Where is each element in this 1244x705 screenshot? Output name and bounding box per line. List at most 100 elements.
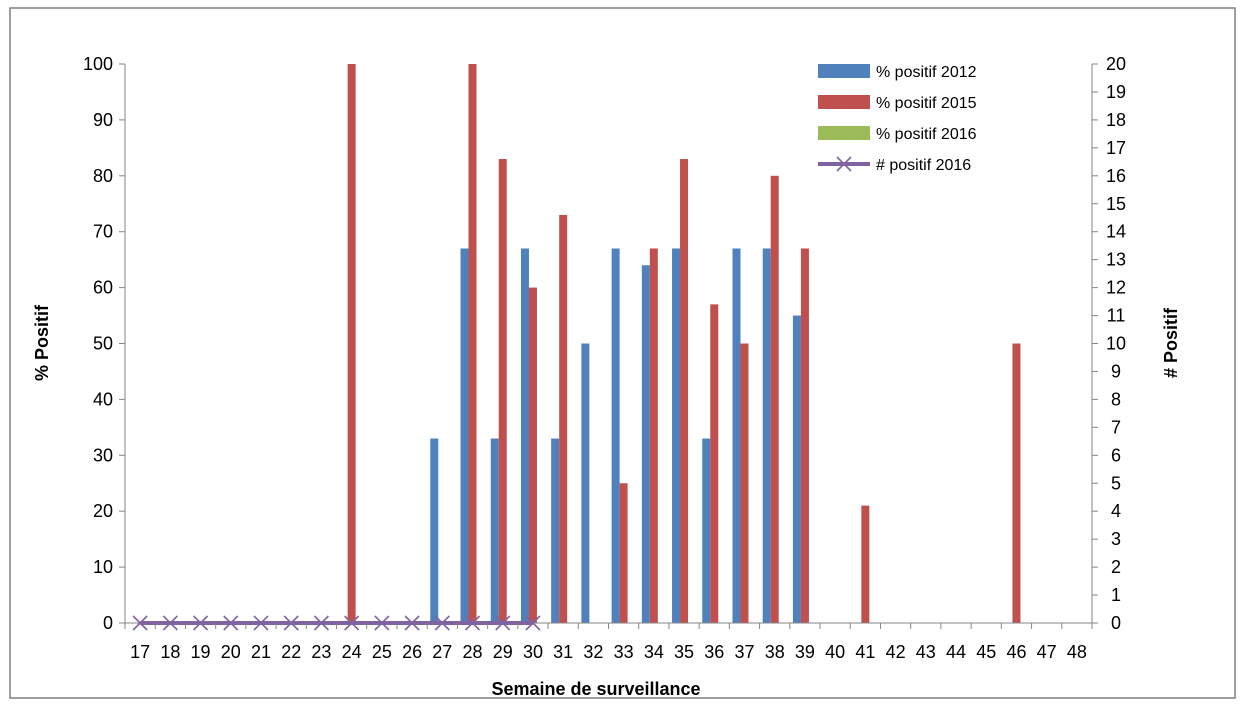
line-point-marker-10 [434,615,450,631]
x-tick-label-29: 29 [493,642,513,662]
x-tick-label-27: 27 [432,642,452,662]
bar--positif-2012-30 [520,248,529,623]
line-point-marker-9 [404,615,420,631]
x-tick-label-22: 22 [281,642,301,662]
x-tick-label-43: 43 [916,642,936,662]
legend-swatch--positif-2016 [818,126,870,140]
x-tick-label-28: 28 [463,642,483,662]
x-tick-label-39: 39 [795,642,815,662]
y2-tick-label-12: 12 [1106,278,1126,298]
bar--positif-2015-31 [559,214,568,623]
y2-tick-label-16: 16 [1106,166,1126,186]
y-tick-label-60: 60 [93,278,113,298]
y2-tick-label-9: 9 [1111,361,1121,381]
x-tick-label-44: 44 [946,642,966,662]
x-tick-label-30: 30 [523,642,543,662]
bar--positif-2015-38 [770,175,779,624]
y-tick-label-40: 40 [93,389,113,409]
line-point-marker-0 [132,615,148,631]
bar--positif-2012-37 [732,248,741,623]
legend-swatch--positif-2015 [818,95,870,109]
y2-axis-title: # Positif [1161,307,1181,378]
x-tick-label-38: 38 [765,642,785,662]
bar--positif-2012-29 [490,438,499,623]
legend-marker--positif-2016 [836,156,852,172]
x-tick-label-21: 21 [251,642,271,662]
bar--positif-2015-36 [710,304,719,623]
x-tick-label-32: 32 [583,642,603,662]
bar--positif-2015-28 [468,64,477,623]
x-tick-label-23: 23 [311,642,331,662]
bar--positif-2015-34 [649,248,658,623]
y2-tick-label-17: 17 [1106,138,1126,158]
x-tick-label-45: 45 [976,642,996,662]
x-tick-label-46: 46 [1006,642,1026,662]
legend-label--positif-2016: % positif 2016 [876,126,977,143]
y2-tick-label-8: 8 [1111,389,1121,409]
y2-tick-label-4: 4 [1111,501,1121,521]
y-tick-label-100: 100 [83,54,113,74]
x-tick-label-48: 48 [1067,642,1087,662]
line-point-marker-2 [192,615,209,631]
bar--positif-2012-34 [641,265,650,623]
x-tick-label-33: 33 [614,642,634,662]
line-point-marker-7 [344,615,360,631]
line-point-marker-4 [253,615,269,631]
y-tick-label-30: 30 [93,445,113,465]
line-point-marker-13 [525,615,541,631]
x-tick-label-40: 40 [825,642,845,662]
y2-tick-label-14: 14 [1106,222,1126,242]
x-tick-label-17: 17 [130,642,150,662]
y2-tick-label-5: 5 [1111,473,1121,493]
y2-tick-label-7: 7 [1111,417,1121,437]
x-axis-title: Semaine de surveillance [491,679,700,699]
x-tick-label-26: 26 [402,642,422,662]
bar--positif-2012-39 [792,315,801,623]
bar--positif-2015-37 [740,343,749,623]
y2-tick-label-15: 15 [1106,194,1126,214]
x-tick-label-42: 42 [886,642,906,662]
bar--positif-2012-33 [611,248,620,623]
bar--positif-2015-41 [861,505,870,623]
y-axis-title: % Positif [32,304,52,381]
x-tick-label-25: 25 [372,642,392,662]
legend-label--positif-2012: % positif 2012 [876,64,977,81]
y-tick-label-90: 90 [93,110,113,130]
line-point-marker-11 [464,615,481,631]
y2-tick-label-0: 0 [1111,613,1121,633]
x-tick-label-31: 31 [553,642,573,662]
bar--positif-2015-24 [347,64,356,623]
y2-tick-label-13: 13 [1106,250,1126,270]
bar--positif-2015-46 [1012,343,1021,623]
bar--positif-2015-30 [528,287,537,623]
y2-tick-label-19: 19 [1106,82,1126,102]
bar--positif-2012-38 [762,248,771,623]
x-tick-label-35: 35 [674,642,694,662]
ticks-layer: 0102030405060708090100012345678910111213… [83,54,1126,662]
bar--positif-2012-28 [460,248,469,623]
y2-tick-label-20: 20 [1106,54,1126,74]
bars-layer [347,64,1021,624]
y-tick-label-0: 0 [103,613,113,633]
line-point-marker-6 [313,615,329,631]
x-tick-label-41: 41 [855,642,875,662]
y2-tick-label-2: 2 [1111,557,1121,577]
x-tick-label-37: 37 [734,642,754,662]
y2-tick-label-6: 6 [1111,445,1121,465]
bar--positif-2012-32 [581,343,590,623]
bar--positif-2012-35 [672,248,681,623]
line-point-marker-3 [223,615,239,631]
bar--positif-2012-31 [551,438,560,623]
line-point-marker-8 [374,615,390,631]
y-tick-label-10: 10 [93,557,113,577]
legend-label--positif-2015: % positif 2015 [876,95,977,112]
legend: % positif 2012 % positif 2015 % positif 20… [818,64,977,174]
y-tick-label-50: 50 [93,334,113,354]
legend-label--positif-2016: # positif 2016 [876,157,971,174]
legend-swatch--positif-2012 [818,64,870,78]
x-tick-label-47: 47 [1037,642,1057,662]
bar--positif-2015-39 [800,248,809,623]
bar--positif-2015-35 [680,159,689,623]
